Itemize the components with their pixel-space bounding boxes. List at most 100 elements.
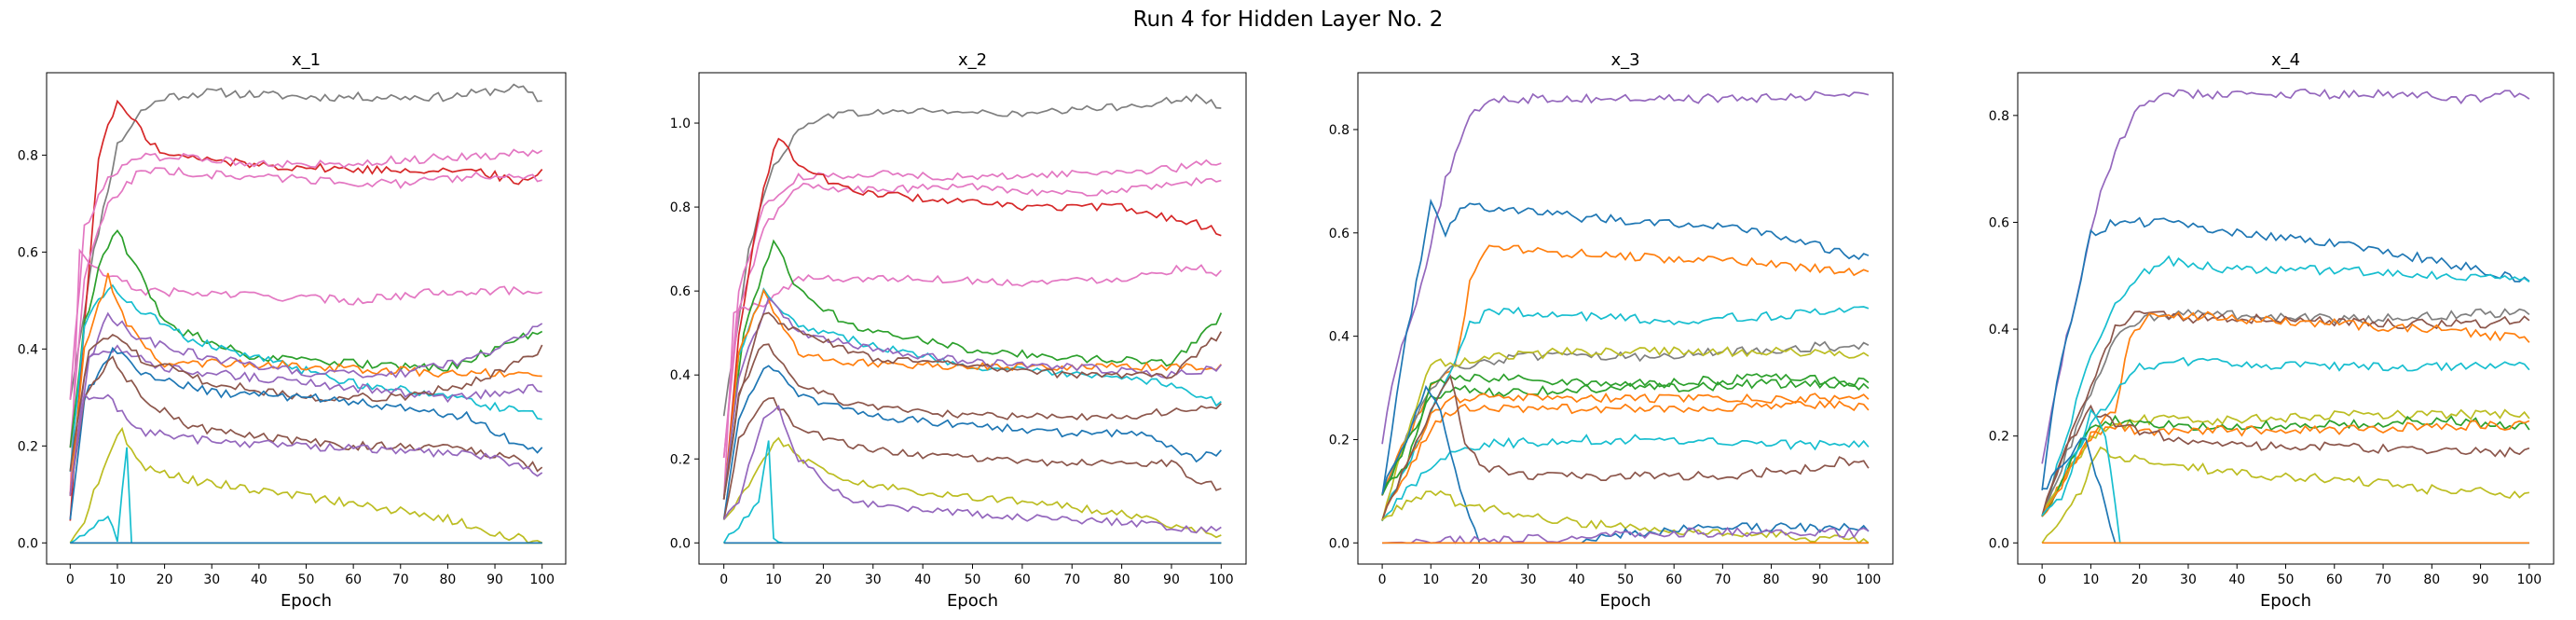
y-tick-label: 0.8 xyxy=(1329,123,1350,138)
x-tick-label: 40 xyxy=(1569,572,1585,587)
x-tick-label: 60 xyxy=(1665,572,1682,587)
series-line xyxy=(1381,384,1869,544)
series-line xyxy=(2041,356,2530,517)
series-line xyxy=(2041,310,2530,517)
series-line xyxy=(1381,198,1870,496)
x-axis-label: Epoch xyxy=(947,591,998,611)
series-line xyxy=(722,239,1223,500)
y-tick-label: 0.4 xyxy=(1329,330,1350,345)
x-tick-label: 80 xyxy=(1763,572,1780,587)
figure-title: Run 4 for Hidden Layer No. 2 xyxy=(1133,7,1444,32)
series-line xyxy=(1381,434,1870,521)
x-tick-label: 50 xyxy=(298,572,315,587)
series-line xyxy=(722,137,1222,500)
series-line xyxy=(69,148,543,400)
subplot-title: x_4 xyxy=(2271,50,2300,70)
x-tick-label: 100 xyxy=(529,572,555,587)
subplot-x_4: x_4 0 10 20 30 40 50 60 70 80 90 100 0.0 0.2 0.4 0.6 0.8… xyxy=(1989,50,2555,611)
series-line xyxy=(69,229,543,448)
series-line xyxy=(2041,420,2530,517)
axes-frame xyxy=(698,72,1247,565)
x-tick-label: 10 xyxy=(109,572,126,587)
series-line xyxy=(2041,414,2530,517)
series-line xyxy=(722,397,1222,520)
x-axis-label: Epoch xyxy=(281,591,332,611)
y-tick-label: 0.2 xyxy=(18,439,38,454)
x-tick-label: 80 xyxy=(1114,572,1130,587)
x-tick-label: 70 xyxy=(392,572,409,587)
y-tick-label: 0.2 xyxy=(1329,433,1350,448)
series-line xyxy=(69,166,542,448)
x-tick-label: 0 xyxy=(719,572,728,587)
x-tick-label: 50 xyxy=(965,572,981,587)
y-tick-label: 0.0 xyxy=(18,536,38,551)
series-line xyxy=(722,288,1222,500)
x-tick-label: 10 xyxy=(1422,572,1439,587)
y-tick-label: 0.0 xyxy=(1989,536,2009,551)
series-line xyxy=(2041,216,2530,490)
x-tick-label: 20 xyxy=(2131,572,2148,587)
series-line xyxy=(69,344,542,496)
x-tick-label: 100 xyxy=(1209,572,1234,587)
series-lines xyxy=(2041,89,2530,544)
series-line xyxy=(1381,340,1870,496)
x-tick-label: 60 xyxy=(2326,572,2343,587)
y-tick-label: 0.4 xyxy=(1989,323,2009,338)
x-tick-label: 20 xyxy=(157,572,173,587)
series-lines xyxy=(69,83,543,544)
x-tick-label: 100 xyxy=(1857,572,1882,587)
series-line xyxy=(1381,346,1870,521)
x-tick-label: 60 xyxy=(1014,572,1031,587)
series-line xyxy=(69,311,543,496)
y-tick-label: 0.8 xyxy=(18,148,38,163)
series-line xyxy=(69,334,543,472)
series-line xyxy=(722,343,1222,500)
subplot-title: x_2 xyxy=(958,50,987,70)
series-line xyxy=(722,287,1222,500)
x-tick-label: 40 xyxy=(251,572,267,587)
subplot-x_2: x_2 0 10 20 30 40 50 60 70 80 90 100 0.0 0.2 0.4 0.6 0.8… xyxy=(670,50,1247,611)
y-tick-label: 0.8 xyxy=(1989,109,2009,124)
subplot-title: x_1 xyxy=(292,50,321,70)
x-tick-label: 10 xyxy=(2082,572,2099,587)
series-line xyxy=(722,158,1222,459)
x-tick-label: 80 xyxy=(2423,572,2440,587)
subplot-x_3: x_3 0 10 20 30 40 50 60 70 80 90 100 0.0 0.2 0.4 0.6 0.8… xyxy=(1329,50,1894,611)
x-tick-label: 80 xyxy=(439,572,456,587)
series-line xyxy=(1381,489,1870,544)
series-line xyxy=(1381,244,1870,496)
y-tick-label: 0.8 xyxy=(670,200,691,215)
series-line xyxy=(69,272,542,496)
series-line xyxy=(1381,374,1870,521)
x-tick-label: 20 xyxy=(815,572,831,587)
x-axis-label: Epoch xyxy=(2260,591,2311,611)
x-tick-label: 90 xyxy=(1812,572,1829,587)
subplots-container: x_10 10 20 30 40 50 60 70 80 90 1000.00.20.40.60.8… xyxy=(18,50,2555,611)
series-line xyxy=(2041,89,2530,464)
series-line xyxy=(722,176,1222,459)
x-tick-label: 30 xyxy=(203,572,220,587)
series-line xyxy=(69,283,542,473)
series-line xyxy=(1381,90,1870,445)
x-tick-label: 60 xyxy=(345,572,362,587)
x-tick-label: 20 xyxy=(1472,572,1488,587)
x-tick-label: 30 xyxy=(2180,572,2197,587)
x-tick-label: 10 xyxy=(765,572,782,587)
series-line xyxy=(1381,373,1870,496)
x-tick-label: 50 xyxy=(2278,572,2295,587)
series-line xyxy=(69,346,543,520)
y-tick-label: 0.0 xyxy=(1329,536,1350,551)
series-line xyxy=(722,264,1222,500)
series-line xyxy=(1381,393,1870,521)
x-tick-label: 30 xyxy=(865,572,882,587)
y-tick-label: 1.0 xyxy=(670,117,691,131)
y-tick-label: 0.6 xyxy=(670,284,691,299)
subplot-x_1: x_1 0 10 20 30 40 50 60 70 80 90 100 0.0 0.2 0.4 0.6 0.8… xyxy=(18,50,567,611)
series-line xyxy=(722,296,1222,500)
series-line xyxy=(1382,526,1870,544)
series-line xyxy=(69,355,543,496)
x-axis-label: Epoch xyxy=(1599,591,1651,611)
x-tick-label: 0 xyxy=(1378,572,1387,587)
series-line xyxy=(722,93,1222,417)
